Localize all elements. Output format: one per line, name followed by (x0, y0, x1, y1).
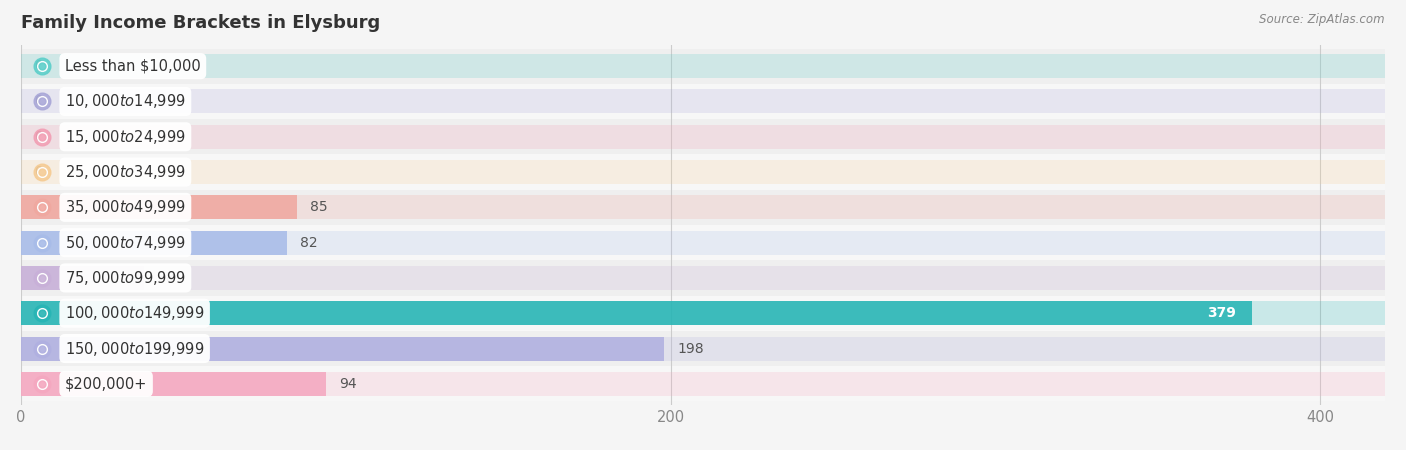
Text: Family Income Brackets in Elysburg: Family Income Brackets in Elysburg (21, 14, 381, 32)
Bar (21, 231, 287, 255)
Text: 0: 0 (34, 130, 42, 144)
Text: 85: 85 (311, 200, 328, 214)
Bar (21, 195, 297, 219)
Text: $15,000 to $24,999: $15,000 to $24,999 (65, 128, 186, 146)
Bar (0, 331, 1406, 366)
Text: 379: 379 (1206, 306, 1236, 320)
Bar (21, 301, 1385, 325)
Text: $100,000 to $149,999: $100,000 to $149,999 (65, 304, 204, 322)
Text: $10,000 to $14,999: $10,000 to $14,999 (65, 92, 186, 110)
Bar (21, 372, 326, 396)
Bar (21, 266, 145, 290)
Bar (0, 296, 1406, 331)
Text: $75,000 to $99,999: $75,000 to $99,999 (65, 269, 186, 287)
Text: 0: 0 (34, 59, 42, 73)
Text: $35,000 to $49,999: $35,000 to $49,999 (65, 198, 186, 216)
Bar (0, 225, 1406, 260)
Text: $200,000+: $200,000+ (65, 376, 148, 392)
Bar (21, 372, 1385, 396)
Bar (21, 301, 1251, 325)
Bar (0, 154, 1406, 190)
Bar (21, 195, 1385, 219)
Bar (0, 119, 1406, 154)
Text: 82: 82 (301, 236, 318, 250)
Bar (21, 54, 1385, 78)
Text: 0: 0 (34, 165, 42, 179)
Text: Source: ZipAtlas.com: Source: ZipAtlas.com (1260, 14, 1385, 27)
Bar (0, 366, 1406, 401)
Bar (21, 337, 1385, 360)
Text: 0: 0 (34, 94, 42, 108)
Text: $25,000 to $34,999: $25,000 to $34,999 (65, 163, 186, 181)
Text: Less than $10,000: Less than $10,000 (65, 58, 201, 74)
Bar (0, 190, 1406, 225)
Bar (21, 160, 1385, 184)
Bar (21, 337, 664, 360)
Bar (0, 84, 1406, 119)
Bar (0, 49, 1406, 84)
Bar (21, 125, 1385, 149)
Text: 94: 94 (339, 377, 357, 391)
Bar (21, 231, 1385, 255)
Text: 198: 198 (678, 342, 703, 356)
Text: $150,000 to $199,999: $150,000 to $199,999 (65, 340, 204, 358)
Bar (21, 266, 1385, 290)
Text: $50,000 to $74,999: $50,000 to $74,999 (65, 234, 186, 252)
Bar (0, 260, 1406, 296)
Bar (21, 90, 1385, 113)
Text: 38: 38 (157, 271, 176, 285)
